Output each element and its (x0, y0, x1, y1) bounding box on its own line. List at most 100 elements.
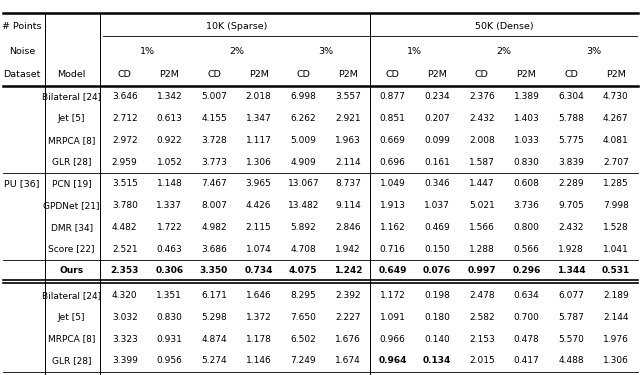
Text: 3.736: 3.736 (513, 201, 540, 210)
Text: 0.966: 0.966 (380, 334, 406, 344)
Text: 1.528: 1.528 (603, 223, 628, 232)
Text: 6.502: 6.502 (291, 334, 316, 344)
Text: 0.076: 0.076 (423, 266, 451, 275)
Text: 13.482: 13.482 (287, 201, 319, 210)
Text: CD: CD (118, 70, 132, 79)
Text: 5.009: 5.009 (291, 136, 316, 145)
Text: 1.146: 1.146 (246, 356, 271, 365)
Text: 2.582: 2.582 (469, 313, 495, 322)
Text: 1.288: 1.288 (469, 244, 495, 254)
Text: CD: CD (207, 70, 221, 79)
Text: 2.972: 2.972 (112, 136, 138, 145)
Text: 0.734: 0.734 (244, 266, 273, 275)
Text: 3.323: 3.323 (112, 334, 138, 344)
Text: 0.234: 0.234 (424, 92, 450, 101)
Text: 0.463: 0.463 (157, 244, 182, 254)
Text: 5.007: 5.007 (201, 92, 227, 101)
Text: 0.997: 0.997 (468, 266, 496, 275)
Text: 3.686: 3.686 (201, 244, 227, 254)
Text: 2.376: 2.376 (469, 92, 495, 101)
Text: 2.712: 2.712 (112, 114, 138, 123)
Text: 1.913: 1.913 (380, 201, 406, 210)
Text: 50K (Dense): 50K (Dense) (475, 22, 534, 31)
Text: 0.964: 0.964 (378, 356, 407, 365)
Text: 2.289: 2.289 (558, 179, 584, 188)
Text: 1.942: 1.942 (335, 244, 361, 254)
Text: 1.347: 1.347 (246, 114, 271, 123)
Text: 3.032: 3.032 (112, 313, 138, 322)
Text: 1.928: 1.928 (558, 244, 584, 254)
Text: 1.372: 1.372 (246, 313, 271, 322)
Text: 3.557: 3.557 (335, 92, 361, 101)
Text: 2.353: 2.353 (111, 266, 139, 275)
Text: Jet [5]: Jet [5] (58, 114, 85, 123)
Text: 0.306: 0.306 (156, 266, 184, 275)
Text: DMR [34]: DMR [34] (51, 223, 93, 232)
Text: 1.674: 1.674 (335, 356, 361, 365)
Text: Bilateral [24]: Bilateral [24] (42, 291, 101, 300)
Text: 3.515: 3.515 (112, 179, 138, 188)
Text: 6.171: 6.171 (201, 291, 227, 300)
Text: Noise: Noise (8, 47, 35, 56)
Text: 1.566: 1.566 (469, 223, 495, 232)
Text: CD: CD (475, 70, 489, 79)
Text: 0.634: 0.634 (514, 291, 540, 300)
Text: 5.298: 5.298 (201, 313, 227, 322)
Text: Jet [5]: Jet [5] (58, 313, 85, 322)
Text: 4.155: 4.155 (201, 114, 227, 123)
Text: 1.351: 1.351 (156, 291, 182, 300)
Text: GLR [28]: GLR [28] (52, 158, 92, 166)
Text: 2.008: 2.008 (469, 136, 495, 145)
Text: 0.469: 0.469 (424, 223, 450, 232)
Text: 3.773: 3.773 (201, 158, 227, 166)
Text: 3.839: 3.839 (558, 158, 584, 166)
Text: 4.982: 4.982 (201, 223, 227, 232)
Text: 6.262: 6.262 (291, 114, 316, 123)
Text: 0.830: 0.830 (513, 158, 540, 166)
Text: # Points: # Points (2, 22, 42, 31)
Text: 0.207: 0.207 (424, 114, 450, 123)
Text: 6.304: 6.304 (558, 92, 584, 101)
Text: 1.041: 1.041 (603, 244, 628, 254)
Text: 0.613: 0.613 (156, 114, 182, 123)
Text: 0.649: 0.649 (378, 266, 407, 275)
Text: CD: CD (386, 70, 399, 79)
Text: 2.432: 2.432 (558, 223, 584, 232)
Text: 1.337: 1.337 (156, 201, 182, 210)
Text: 1.306: 1.306 (246, 158, 271, 166)
Text: MRPCA [8]: MRPCA [8] (48, 334, 95, 344)
Text: 5.570: 5.570 (558, 334, 584, 344)
Text: 2.432: 2.432 (469, 114, 495, 123)
Text: 1.403: 1.403 (514, 114, 540, 123)
Text: 0.566: 0.566 (513, 244, 540, 254)
Text: 1.172: 1.172 (380, 291, 405, 300)
Text: 4.482: 4.482 (112, 223, 138, 232)
Text: 1.148: 1.148 (157, 179, 182, 188)
Text: 2%: 2% (497, 47, 511, 56)
Text: 0.696: 0.696 (380, 158, 406, 166)
Text: 7.249: 7.249 (291, 356, 316, 365)
Text: 5.892: 5.892 (291, 223, 316, 232)
Text: Bilateral [24]: Bilateral [24] (42, 92, 101, 101)
Text: 0.531: 0.531 (602, 266, 630, 275)
Text: 13.067: 13.067 (287, 179, 319, 188)
Text: 0.931: 0.931 (156, 334, 182, 344)
Text: P2M: P2M (249, 70, 269, 79)
Text: 1.074: 1.074 (246, 244, 271, 254)
Text: 0.956: 0.956 (156, 356, 182, 365)
Text: 5.274: 5.274 (201, 356, 227, 365)
Text: 1.242: 1.242 (333, 266, 362, 275)
Text: 7.650: 7.650 (291, 313, 316, 322)
Text: 4.488: 4.488 (558, 356, 584, 365)
Text: 0.140: 0.140 (424, 334, 450, 344)
Text: 2.189: 2.189 (603, 291, 628, 300)
Text: 2.707: 2.707 (603, 158, 628, 166)
Text: 0.877: 0.877 (380, 92, 406, 101)
Text: PU [36]: PU [36] (4, 179, 40, 188)
Text: 5.788: 5.788 (558, 114, 584, 123)
Text: 3.646: 3.646 (112, 92, 138, 101)
Text: 0.830: 0.830 (156, 313, 182, 322)
Text: 0.851: 0.851 (380, 114, 406, 123)
Text: Score [22]: Score [22] (49, 244, 95, 254)
Text: 4.267: 4.267 (603, 114, 628, 123)
